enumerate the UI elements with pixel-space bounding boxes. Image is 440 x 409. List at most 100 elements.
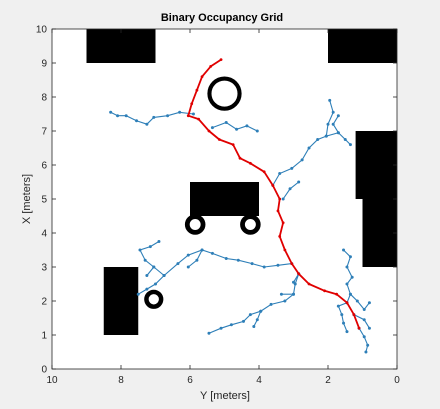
obstacle-block-6 (103, 267, 139, 335)
path-node (219, 58, 223, 61)
tree-branch-14 (293, 273, 300, 283)
x-tick-label: 4 (256, 375, 262, 386)
tree-node (290, 166, 294, 170)
path-node (262, 170, 266, 174)
tree-node (210, 251, 214, 255)
tree-node (207, 331, 211, 335)
tree-node (281, 197, 285, 201)
tree-node (292, 292, 295, 296)
tree-node (283, 299, 287, 303)
tree-node (191, 112, 195, 116)
tree-node (152, 265, 156, 269)
tree-node (269, 302, 273, 306)
tree-node (336, 131, 340, 135)
path-node (352, 313, 356, 316)
path-node (357, 326, 361, 330)
x-tick-label: 6 (187, 375, 193, 386)
tree-node (331, 122, 335, 126)
tree-node (326, 122, 330, 126)
tree-node (152, 115, 156, 119)
tree-node (300, 158, 304, 162)
tree-node (328, 98, 332, 102)
tree-node (176, 262, 180, 266)
path-node (281, 221, 285, 225)
tree-branch-7 (138, 249, 292, 295)
y-axis-label: X [meters] (21, 174, 33, 224)
path-node (276, 209, 280, 213)
tree-node (235, 127, 239, 131)
tree-node (236, 258, 240, 262)
y-tick-label: 3 (41, 263, 47, 274)
path-node (195, 88, 199, 92)
obstacle-block-1 (86, 29, 156, 63)
path-node (290, 262, 294, 265)
chart-title: Binary Occupancy Grid (161, 12, 283, 24)
path-node (345, 301, 349, 305)
tree-node (362, 308, 366, 311)
path-node (335, 292, 339, 296)
x-tick-label: 8 (118, 375, 124, 386)
tree-node (307, 146, 311, 150)
tree-node (143, 258, 147, 262)
tree-node (345, 330, 349, 334)
tree-branch-3 (272, 132, 351, 186)
tree-node (288, 187, 292, 191)
tree-node (210, 126, 214, 130)
tree-node (135, 119, 139, 123)
tree-node (279, 292, 283, 296)
tree-node (348, 255, 352, 259)
y-tick-label: 6 (41, 161, 47, 172)
obstacle-ring-8 (184, 214, 206, 235)
tree-node (366, 343, 370, 347)
planned-path-layer (186, 58, 361, 330)
tree-node (145, 274, 149, 277)
y-tick-label: 2 (41, 297, 47, 308)
tree-node (345, 282, 349, 286)
x-tick-label: 2 (325, 375, 331, 386)
tree-branch-17 (350, 293, 370, 311)
tree-node (342, 248, 346, 252)
y-tick-label: 5 (41, 195, 47, 206)
path-node (190, 102, 194, 106)
rrt-tree-layer (109, 98, 371, 354)
tree-node (157, 240, 161, 243)
tree-node (109, 110, 113, 114)
tree-node (364, 350, 368, 354)
tree-node (250, 262, 254, 266)
tree-node (255, 318, 259, 322)
obstacle-block-2 (328, 29, 397, 63)
tree-node (297, 180, 301, 184)
tree-node (162, 274, 166, 277)
tree-node (350, 275, 354, 279)
obstacle-ring-10 (144, 289, 164, 309)
path-node (209, 65, 213, 68)
tree-node (166, 114, 170, 118)
y-tick-label: 0 (41, 365, 47, 376)
tree-node (336, 114, 340, 118)
obstacle-block-5 (190, 182, 259, 216)
x-axis-label: Y [meters] (200, 390, 250, 402)
tree-node (262, 265, 266, 269)
tree-node (124, 114, 128, 118)
tree-node (229, 323, 233, 327)
path-node (248, 161, 252, 165)
tree-node (362, 335, 366, 339)
tree-node (331, 110, 335, 114)
tree-node (340, 313, 344, 317)
tree-node (345, 265, 349, 269)
tree-node (362, 318, 366, 322)
path-node (283, 248, 287, 252)
tree-node (348, 143, 352, 147)
tree-node (248, 313, 252, 317)
tree-node (336, 304, 340, 308)
tree-node (316, 138, 320, 141)
path-node (297, 272, 301, 276)
y-tick-label: 10 (36, 25, 48, 36)
tree-node (276, 263, 280, 267)
tree-node (241, 319, 245, 323)
path-node (278, 235, 282, 238)
path-node (197, 117, 201, 121)
tree-node (348, 292, 352, 296)
tree-node (224, 121, 228, 124)
tree-node (148, 245, 152, 249)
